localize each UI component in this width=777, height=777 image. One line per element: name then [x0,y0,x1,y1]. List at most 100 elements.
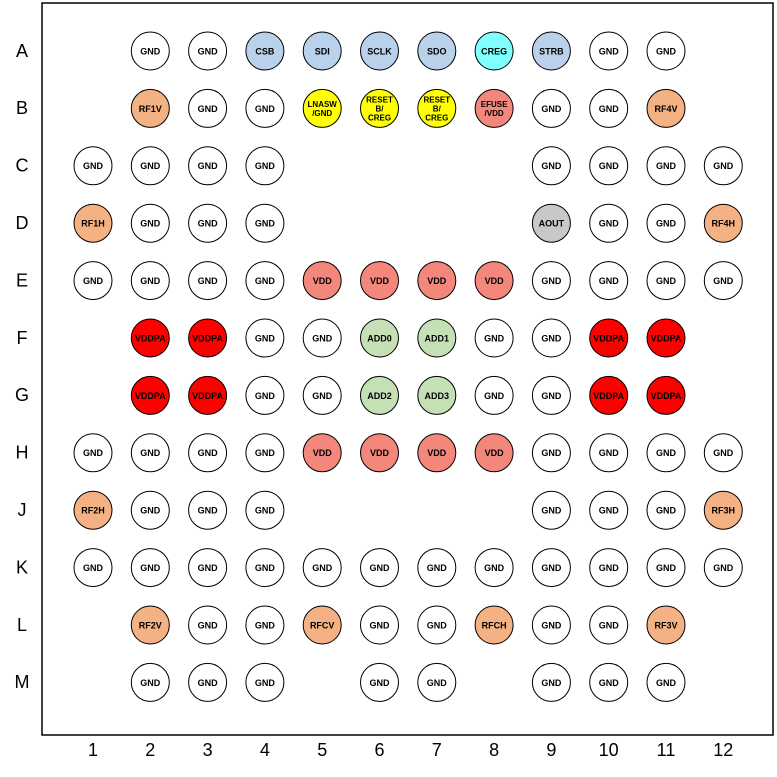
ball-label: RFCV [310,620,335,630]
ball-label: GND [140,46,161,56]
ball-label: VDD [485,276,505,286]
ball-label: VDDPA [192,333,223,343]
ball [188,433,228,473]
ball-label: VDD [313,448,333,458]
ball-label: GND [83,161,104,171]
ball-label: GND [656,46,677,56]
ball [360,31,399,71]
ball-label: GND [541,391,562,401]
ball-label: GND [599,448,620,458]
row-label: E [16,270,28,290]
ball-label: GND [427,563,448,573]
ball-label: RF2H [81,506,105,516]
ball-label: B/ [433,105,442,114]
ball-label: GND [198,448,219,458]
ball [188,605,228,645]
ball-label: LNASW [308,100,338,109]
ball-label: GND [656,678,677,688]
ball [474,88,514,128]
ball [302,261,342,301]
ball-label: GND [140,161,161,171]
ball [130,31,170,71]
ball [531,318,571,358]
ball [417,433,457,473]
ball [302,433,342,473]
ball [646,203,686,243]
ball-label: GND [541,448,562,458]
ball [245,318,285,358]
ball-label: AOUT [539,219,565,229]
ball [188,88,228,128]
ball-label: GND [370,563,391,573]
ball [474,605,514,645]
ball-label: EFUSE [481,100,508,109]
ball-label: GND [541,104,562,114]
ball-label: GND [713,161,734,171]
ball-label: VDD [313,276,333,286]
ball [73,146,113,186]
column-label: 4 [260,740,270,760]
ball [703,203,743,243]
ball [417,261,457,301]
ball [531,146,571,186]
ball [302,548,342,588]
ball [589,433,629,473]
ball-label: CREG [425,114,448,123]
row-label: B [16,98,28,118]
row-label: F [17,328,28,348]
ball-label: GND [83,448,104,458]
ball [188,146,228,186]
ball-label: GND [140,678,161,688]
ball-label: GND [83,276,104,286]
ball [360,662,399,702]
ball [646,261,686,301]
column-label: 11 [657,740,676,760]
ball-label: VDD [427,276,447,286]
ball-label: GND [713,276,734,286]
ball-label: GND [541,161,562,171]
ball [646,548,686,588]
ball-label: GND [255,448,276,458]
ball-label: RESET [423,96,450,105]
ball [646,318,686,358]
row-label: J [18,500,27,520]
ball [360,375,399,415]
column-label: 1 [88,740,98,760]
ball-label: GND [198,46,219,56]
ball [188,203,228,243]
ball-label: STRB [539,46,564,56]
ball-label: GND [255,104,276,114]
ball-label: GND [427,678,448,688]
ball [245,548,285,588]
ball [130,548,170,588]
ball [360,88,399,128]
ball [360,548,399,588]
ball-label: GND [713,563,734,573]
ball [417,88,457,128]
ball-label: RF1H [81,219,105,229]
ball-label: GND [713,448,734,458]
ball-label: VDDPA [651,391,682,401]
ball-label: GND [599,104,620,114]
ball-label: GND [599,620,620,630]
ball [130,146,170,186]
ball-label: VDDPA [135,333,166,343]
ball-label: GND [427,620,448,630]
ball [646,605,686,645]
ball [417,662,457,702]
ball [73,548,113,588]
ball-label: ADD0 [367,333,392,343]
ball [703,261,743,301]
ball-label: GND [140,219,161,229]
ball [589,375,629,415]
column-label: 10 [599,740,619,760]
ball-label: GND [312,391,333,401]
ball-label: GND [140,506,161,516]
ball-label: GND [541,563,562,573]
row-label: A [16,41,28,61]
ball [531,662,571,702]
ball-label: GND [599,46,620,56]
ball [188,662,228,702]
ball-label: GND [541,276,562,286]
